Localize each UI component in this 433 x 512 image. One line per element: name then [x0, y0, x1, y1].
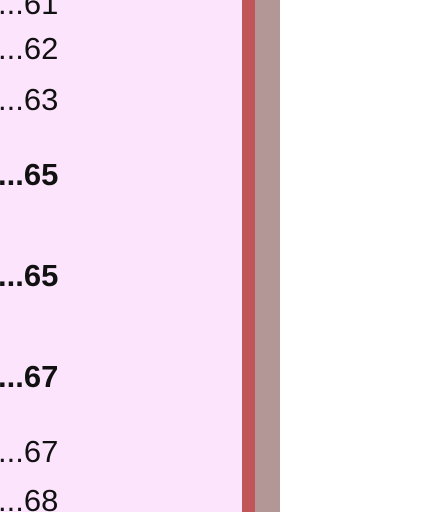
toc-entry[interactable]: ...67	[0, 432, 242, 472]
toc-entry-text: ...68	[0, 483, 59, 512]
toc-entry-text: ...65	[0, 157, 59, 192]
toc-entry-text: ...61	[0, 0, 59, 21]
toc-panel: ...61 ...62 ...63 ...65 ...65 ...67 ...6…	[0, 0, 242, 512]
toc-entry[interactable]: ...62	[0, 29, 242, 69]
toc-entry-heading[interactable]: ...65	[0, 256, 242, 296]
panel-edge-divider	[242, 0, 255, 512]
toc-entry-text: ...67	[0, 434, 59, 469]
scrollbar-track[interactable]	[255, 0, 280, 512]
toc-entry[interactable]: ...68	[0, 481, 242, 512]
toc-entry-heading[interactable]: ...67	[0, 357, 242, 397]
toc-entry[interactable]: ...63	[0, 80, 242, 120]
toc-entry-text: ...63	[0, 82, 59, 117]
toc-entry-text: ...62	[0, 31, 59, 66]
toc-entry-text: ...65	[0, 258, 59, 293]
toc-entry-text: ...67	[0, 359, 59, 394]
toc-entry[interactable]: ...61	[0, 0, 242, 24]
toc-entry-heading[interactable]: ...65	[0, 155, 242, 195]
